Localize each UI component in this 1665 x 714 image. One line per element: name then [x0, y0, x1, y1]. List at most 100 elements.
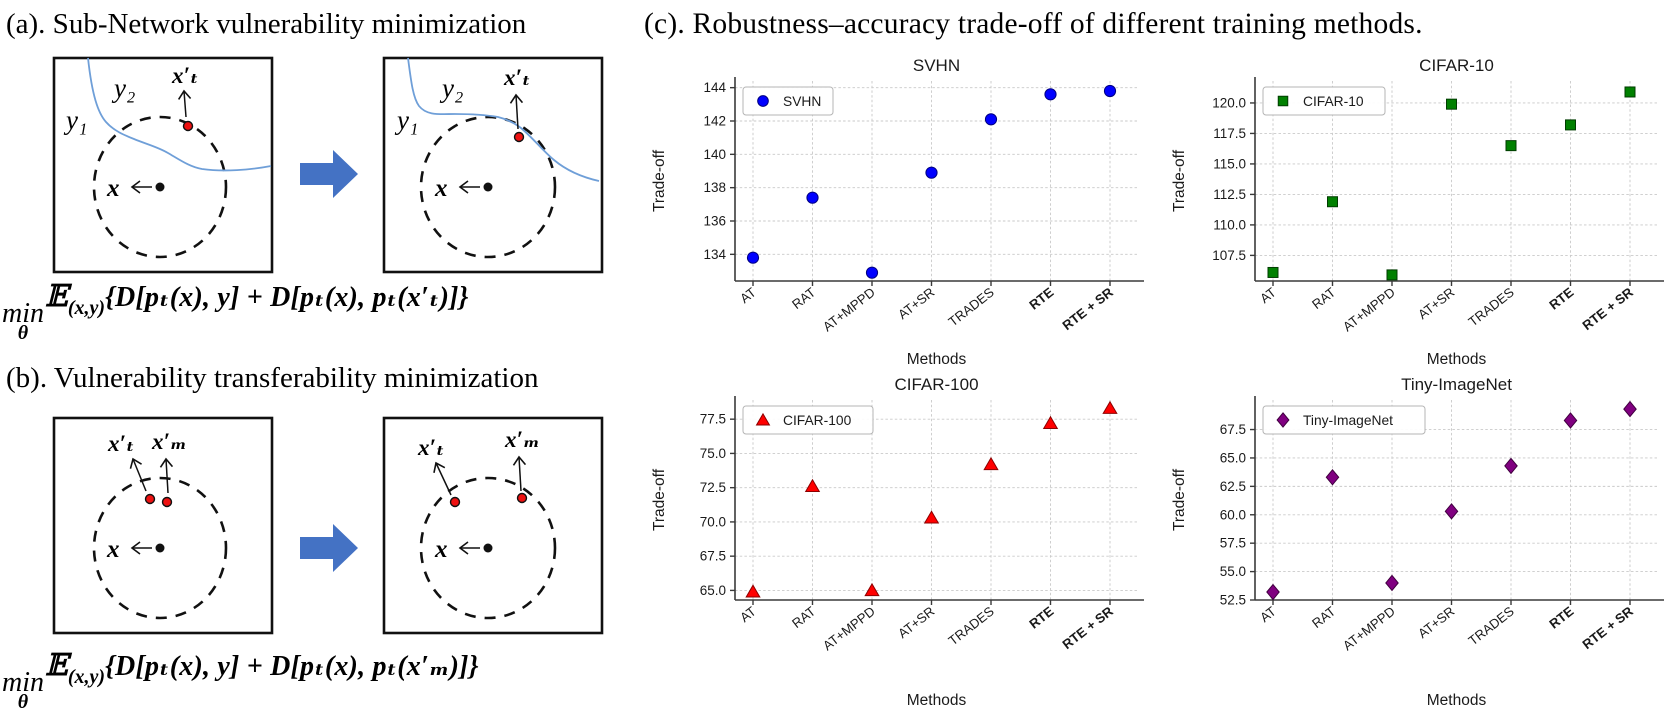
x-axis-label: Methods	[907, 692, 967, 709]
adversarial-point	[513, 131, 525, 143]
chart-CIFAR-100: 65.0 67.5 70.0 72.5 75.0 77.5 AT RAT AT+MPPD AT+S…	[651, 375, 1144, 709]
data-point-marker	[923, 510, 940, 524]
y-tick-label: 136	[703, 214, 726, 229]
x-tick-label: TRADES	[945, 603, 997, 648]
panel-a-box-after	[382, 56, 604, 274]
data-point-marker	[1563, 412, 1578, 429]
legend-box	[742, 405, 874, 435]
x-tick-label: AT	[1257, 285, 1279, 307]
data-point-marker	[1385, 574, 1399, 592]
data-point-marker	[1505, 140, 1517, 152]
label-x: x	[434, 175, 448, 202]
data-point-marker	[865, 266, 879, 279]
data-point-marker	[984, 113, 998, 126]
formula-body: {D[pₜ(x), y] + D[pₜ(x), pₜ(x′ₜ)]}	[105, 282, 469, 313]
label-y2: y₂	[439, 73, 463, 103]
chart-cell-svhn: 134 136 138 140 142 144 AT RAT AT+MPPD AT+SR TRADE…	[640, 55, 1152, 371]
data-point-marker	[1267, 266, 1279, 278]
data-point-marker	[757, 95, 769, 107]
x-tick-label: RTE	[1546, 284, 1576, 312]
label-xt: x′ₜ	[417, 435, 445, 460]
x-axis-label: Methods	[1427, 692, 1487, 709]
chart-title: Tiny-ImageNet	[1401, 375, 1512, 394]
clean-point	[483, 543, 493, 553]
data-point-marker	[804, 478, 821, 493]
x-tick-label: RTE + SR	[1060, 603, 1117, 652]
perturbation-arrow	[177, 89, 192, 118]
expectation-subscript: (x,y)	[67, 666, 106, 688]
x-axis-label: Methods	[1427, 351, 1487, 368]
panel-b-box-before	[52, 416, 274, 635]
legend-box	[742, 86, 834, 116]
decision-boundary-curve	[407, 57, 600, 182]
expectation-subscript: (x,y)	[67, 297, 106, 319]
adversarial-point-m	[516, 492, 528, 504]
panel-b-diagram: x′ₜ x′ₘ x x′ₜ x′ₘ x	[52, 416, 604, 635]
y-tick-label: 62.5	[1220, 479, 1246, 494]
label-xt: x′ₜ	[107, 431, 135, 456]
y-tick-label: 138	[703, 180, 726, 195]
transition-arrow	[300, 524, 358, 572]
data-point-marker	[1446, 98, 1457, 110]
x-tick-label: RAT	[789, 604, 818, 631]
data-point-marker	[806, 191, 819, 204]
chart-SVHN: 134 136 138 140 142 144 AT RAT AT+MPPD AT+SR TRADE…	[651, 56, 1144, 368]
data-point-marker	[1103, 84, 1117, 98]
clean-point	[155, 543, 165, 553]
y-axis-label: Trade-off	[1171, 149, 1188, 212]
x-tick-label: AT+MPPD	[820, 604, 878, 654]
data-point-marker	[1444, 503, 1459, 520]
x-tick-label: AT+MPPD	[1340, 285, 1398, 335]
x-tick-label: RTE	[1026, 603, 1056, 631]
label-xt: x′ₜ	[171, 63, 199, 88]
data-point-marker	[1325, 468, 1340, 486]
data-point-marker	[1386, 269, 1398, 281]
label-x: x	[106, 175, 120, 202]
adversarial-point-t	[449, 496, 461, 508]
y-tick-label: 120.0	[1212, 95, 1246, 110]
panel-a-box-before	[52, 56, 274, 274]
adversarial-point-t	[144, 493, 156, 505]
data-point-marker	[1102, 400, 1118, 414]
chart-title: CIFAR-10	[1419, 56, 1494, 75]
clean-point	[155, 182, 165, 192]
panel-a-diagram: y₂ y₁ x′ₜ x y₂ y₁ x′ₜ x	[52, 56, 604, 274]
y-tick-label: 75.0	[700, 446, 726, 461]
legend-label: CIFAR-10	[1303, 94, 1364, 109]
x-tick-label: AT	[737, 285, 759, 307]
chart-Tiny-ImageNet: 52.5 55.0 57.5 60.0 62.5 65.0 67.5 AT RAT AT+MPPD…	[1171, 375, 1664, 709]
y-tick-label: 55.0	[1220, 564, 1246, 579]
y-tick-label: 70.0	[700, 514, 726, 529]
label-y1: y₁	[63, 105, 87, 135]
data-point-marker	[1504, 457, 1518, 475]
perturbation-arrow-m	[512, 455, 527, 492]
transition-arrow	[300, 150, 358, 198]
x-tick-label: AT+SR	[1415, 285, 1457, 323]
label-y2: y₂	[111, 73, 135, 103]
y-tick-label: 144	[703, 80, 726, 95]
epsilon-ball-dashed-circle	[419, 115, 557, 259]
data-point-marker	[755, 412, 771, 426]
panel-b-title: (b). Vulnerability transferability minim…	[6, 362, 539, 394]
x-tick-label: RAT	[1309, 285, 1338, 312]
data-point-marker	[746, 251, 760, 264]
data-point-marker	[1565, 119, 1576, 131]
y-axis-label: Trade-off	[651, 149, 668, 212]
data-point-marker	[1044, 88, 1057, 101]
y-tick-label: 140	[703, 147, 726, 162]
data-point-marker	[1327, 196, 1338, 208]
data-point-marker	[1042, 415, 1059, 429]
adversarial-point-m	[161, 496, 173, 508]
x-tick-label: AT	[1257, 604, 1279, 626]
x-tick-label: RTE + SR	[1060, 284, 1117, 333]
panel-b-box-after	[382, 416, 604, 635]
x-tick-label: TRADES	[1465, 603, 1517, 648]
label-y1: y₁	[394, 105, 418, 135]
label-xm: x′ₘ	[504, 427, 540, 452]
clean-point	[483, 182, 493, 192]
y-tick-label: 115.0	[1213, 156, 1246, 171]
decision-boundary-curve	[87, 57, 272, 172]
data-point-marker	[925, 166, 938, 179]
label-x: x	[106, 536, 120, 563]
